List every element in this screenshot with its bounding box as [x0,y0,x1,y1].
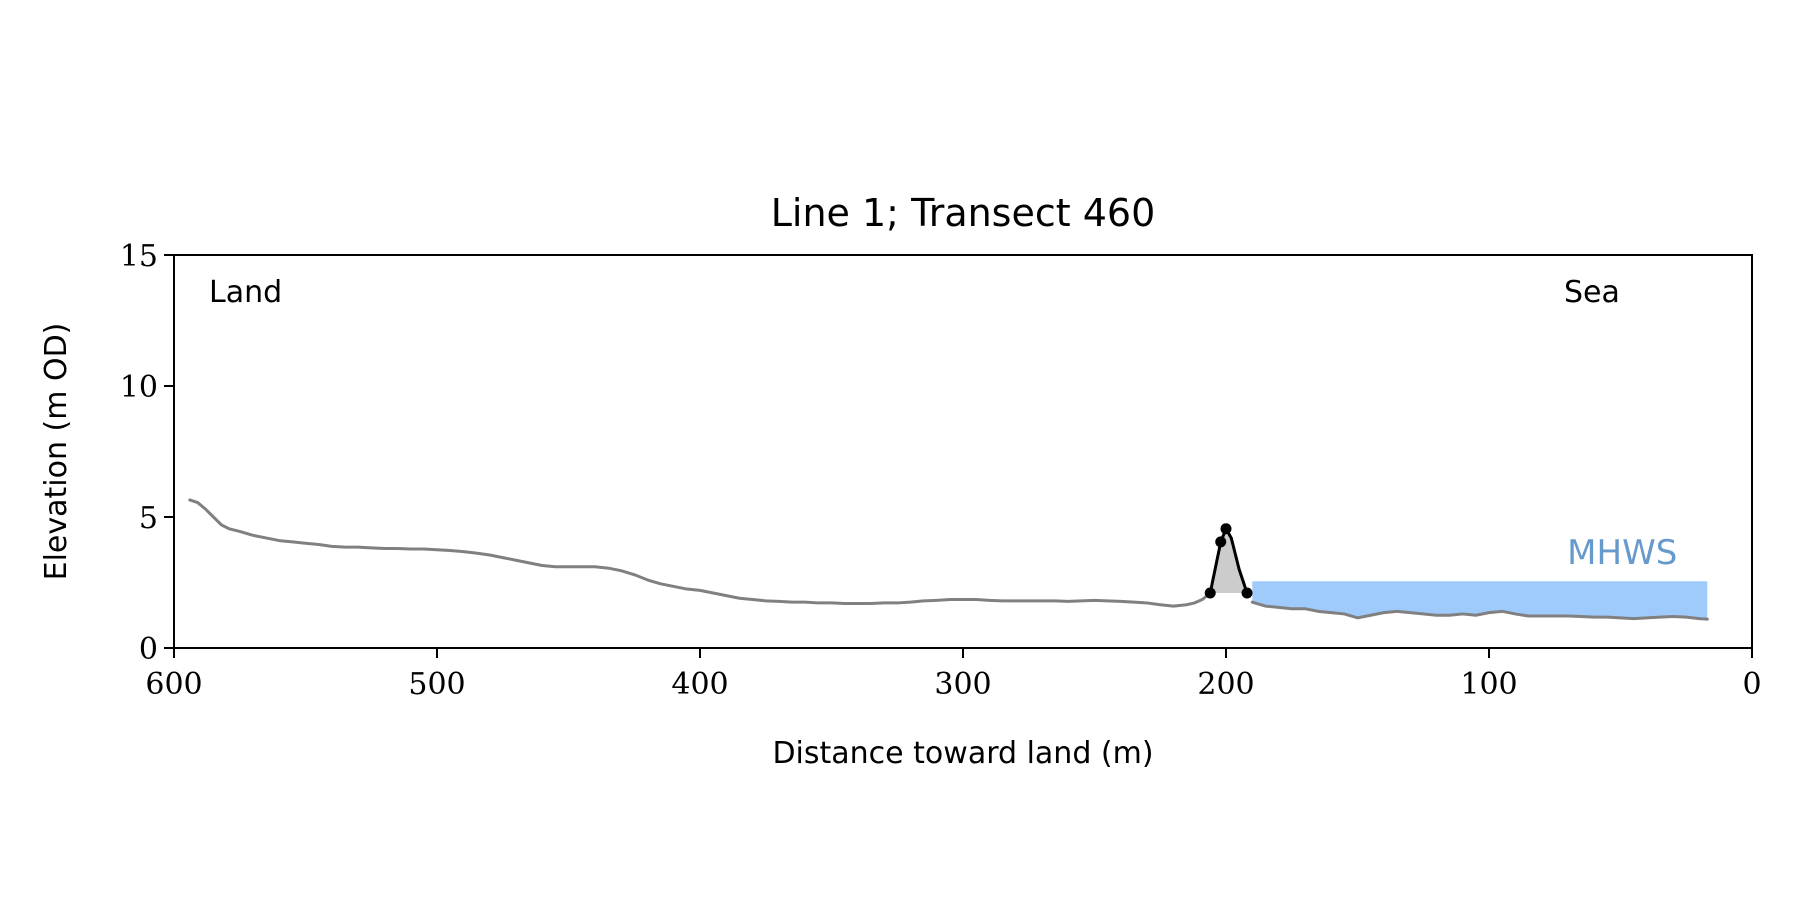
series-line-seaward [1250,600,1709,621]
dune-marker [1215,536,1227,548]
x-axis-label: Distance toward land (m) [772,736,1153,771]
x-tick-label: 100 [1460,667,1517,702]
y-axis-label: Elevation (m OD) [39,323,74,581]
dune-marker [1220,523,1232,535]
mhws-band [1252,581,1708,620]
sea-annotation: Sea [1564,275,1620,310]
series-line-profile [188,498,1212,608]
land-annotation: Land [209,275,282,310]
tick-layer: 600 500 400 300 200 100 0 0 5 10 15 [120,239,1762,702]
x-tick-label: 400 [671,667,728,702]
mhws-band-layer [1252,581,1708,620]
dune-marker [1241,587,1253,599]
y-tick-label: 0 [139,632,158,667]
y-tick-label: 10 [120,370,158,405]
x-tick-label: 200 [1197,667,1254,702]
dune-marker [1204,587,1216,599]
mhws-annotation: MHWS [1567,533,1677,573]
dune-fill [1210,528,1248,593]
x-tick-label: 600 [145,667,202,702]
x-tick-label: 0 [1742,667,1761,702]
dune-fill-layer [1210,528,1248,593]
y-tick-label: 5 [139,501,158,536]
x-tick-label: 500 [408,667,465,702]
chart-title: Line 1; Transect 460 [771,191,1156,235]
y-tick-label: 15 [120,239,158,274]
x-tick-label: 300 [934,667,991,702]
dune-marker-layer [1204,523,1253,599]
